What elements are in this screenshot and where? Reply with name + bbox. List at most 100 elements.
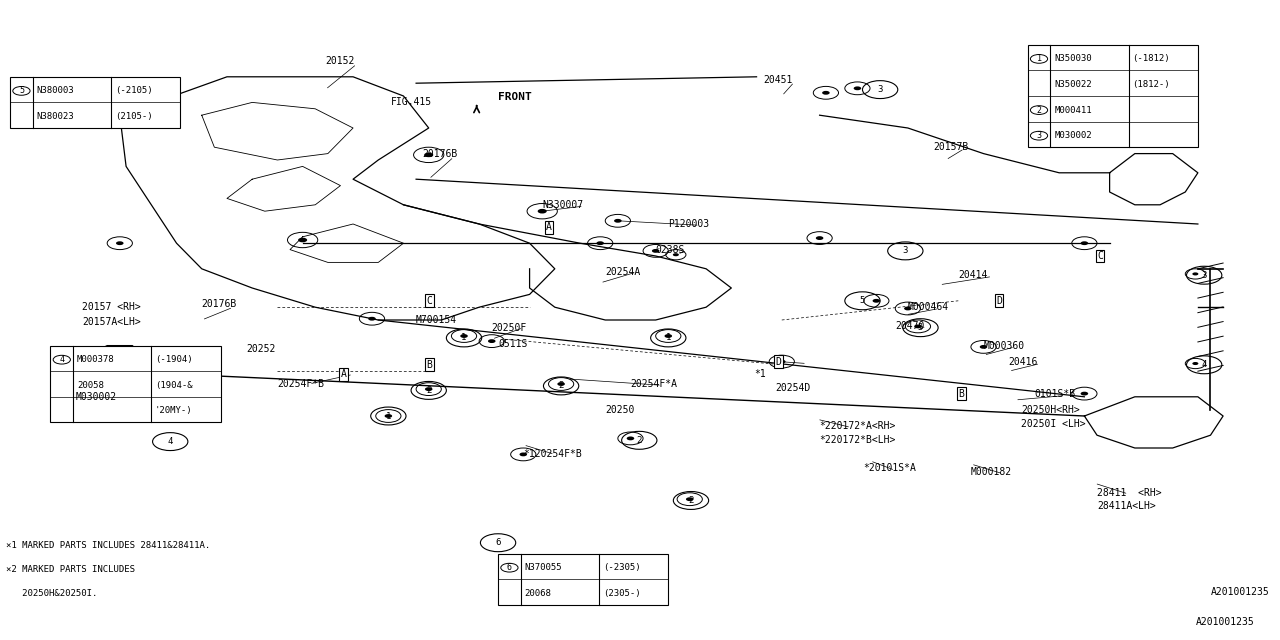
Circle shape — [461, 334, 467, 338]
Text: M000464: M000464 — [908, 302, 948, 312]
Text: 20416: 20416 — [1009, 356, 1038, 367]
Text: 0101S*B: 0101S*B — [1034, 388, 1075, 399]
Circle shape — [115, 113, 124, 118]
Text: 2: 2 — [558, 381, 563, 390]
Circle shape — [538, 209, 547, 214]
Text: 20157A<LH>: 20157A<LH> — [82, 317, 141, 327]
FancyBboxPatch shape — [50, 346, 220, 422]
Text: N350022: N350022 — [1055, 80, 1092, 89]
FancyBboxPatch shape — [1028, 45, 1198, 147]
Circle shape — [914, 324, 922, 328]
Text: A201001235: A201001235 — [1196, 617, 1254, 627]
Text: 4: 4 — [168, 437, 173, 446]
Text: M030002: M030002 — [1055, 131, 1092, 140]
Text: A201001235: A201001235 — [1211, 587, 1270, 597]
Text: B: B — [426, 360, 433, 370]
Text: 28411A<LH>: 28411A<LH> — [1097, 500, 1156, 511]
Text: N370055: N370055 — [525, 563, 562, 572]
FancyBboxPatch shape — [498, 554, 668, 605]
Text: 20250I <LH>: 20250I <LH> — [1021, 419, 1085, 429]
Text: 5: 5 — [19, 86, 24, 95]
Text: *20101S*A: *20101S*A — [864, 463, 916, 474]
Circle shape — [384, 414, 392, 418]
Text: 3: 3 — [1202, 271, 1207, 280]
Text: 20252: 20252 — [246, 344, 275, 354]
Text: 2: 2 — [636, 436, 643, 445]
Text: D: D — [776, 356, 781, 367]
Text: 5: 5 — [860, 296, 865, 305]
Text: 20254D: 20254D — [776, 383, 810, 394]
Text: (1812-): (1812-) — [1133, 80, 1170, 89]
Text: 1: 1 — [385, 412, 392, 420]
FancyBboxPatch shape — [10, 77, 180, 128]
Circle shape — [488, 339, 495, 343]
Text: B: B — [959, 388, 964, 399]
Text: 28411  <RH>: 28411 <RH> — [1097, 488, 1162, 498]
Text: C: C — [1097, 251, 1103, 261]
Text: *220172*B<LH>: *220172*B<LH> — [819, 435, 896, 445]
Text: 3: 3 — [878, 85, 883, 94]
Circle shape — [627, 436, 635, 440]
Circle shape — [424, 152, 433, 157]
Text: *120254F*B: *120254F*B — [524, 449, 582, 460]
Circle shape — [664, 334, 672, 338]
Text: 20157 <RH>: 20157 <RH> — [82, 302, 141, 312]
Text: 20157B: 20157B — [933, 142, 969, 152]
Text: M000182: M000182 — [972, 467, 1012, 477]
Text: 20250F: 20250F — [492, 323, 527, 333]
Circle shape — [298, 237, 307, 243]
Circle shape — [1080, 241, 1088, 245]
Text: FRONT: FRONT — [498, 92, 531, 102]
Text: 20451: 20451 — [763, 75, 792, 85]
Text: 4: 4 — [59, 355, 64, 364]
Circle shape — [854, 86, 861, 90]
Text: 1: 1 — [1037, 54, 1042, 63]
Circle shape — [778, 360, 786, 364]
Text: 20414: 20414 — [959, 270, 988, 280]
Text: ×2 MARKED PARTS INCLUDES: ×2 MARKED PARTS INCLUDES — [6, 565, 136, 574]
Text: 20250: 20250 — [605, 404, 635, 415]
Circle shape — [1193, 273, 1198, 275]
Text: 20250H<RH>: 20250H<RH> — [1021, 404, 1080, 415]
Text: (-1812): (-1812) — [1133, 54, 1170, 63]
Text: 20254F*A: 20254F*A — [631, 379, 677, 389]
Circle shape — [369, 317, 376, 321]
Text: 20254A: 20254A — [605, 267, 640, 277]
Text: 20068: 20068 — [525, 589, 552, 598]
Circle shape — [904, 307, 911, 310]
Text: (-2305): (-2305) — [603, 563, 640, 572]
Text: 6: 6 — [507, 563, 512, 572]
Circle shape — [979, 345, 987, 349]
Circle shape — [596, 241, 604, 245]
Text: '20MY-): '20MY-) — [155, 406, 193, 415]
Text: M000411: M000411 — [1055, 106, 1092, 115]
Circle shape — [686, 497, 694, 501]
Text: ×1 MARKED PARTS INCLUDES 28411&28411A.: ×1 MARKED PARTS INCLUDES 28411&28411A. — [6, 541, 210, 550]
Text: 1: 1 — [666, 333, 671, 342]
Text: 3: 3 — [1037, 131, 1042, 140]
Text: 20470: 20470 — [895, 321, 924, 332]
Circle shape — [1080, 392, 1088, 396]
Circle shape — [520, 452, 527, 456]
Text: 5: 5 — [918, 323, 923, 332]
Text: M000378: M000378 — [77, 355, 114, 364]
Text: 20058: 20058 — [77, 381, 104, 390]
Text: 2: 2 — [689, 496, 694, 505]
Circle shape — [425, 387, 433, 391]
Text: 20176B: 20176B — [422, 148, 458, 159]
Text: P120003: P120003 — [668, 219, 709, 229]
Text: *220172*A<RH>: *220172*A<RH> — [819, 420, 896, 431]
Text: M000360: M000360 — [983, 340, 1025, 351]
Circle shape — [873, 299, 881, 303]
Text: N350030: N350030 — [1055, 54, 1092, 63]
Text: 20250H&20250I.: 20250H&20250I. — [6, 589, 97, 598]
Text: 1: 1 — [461, 333, 467, 342]
Text: 0511S: 0511S — [498, 339, 527, 349]
Text: D: D — [996, 296, 1002, 306]
Text: (2105-): (2105-) — [115, 112, 152, 121]
Text: A: A — [547, 222, 552, 232]
Circle shape — [652, 249, 659, 253]
Text: 6: 6 — [495, 538, 500, 547]
Circle shape — [673, 253, 678, 256]
Text: 20254F*B: 20254F*B — [278, 379, 324, 389]
